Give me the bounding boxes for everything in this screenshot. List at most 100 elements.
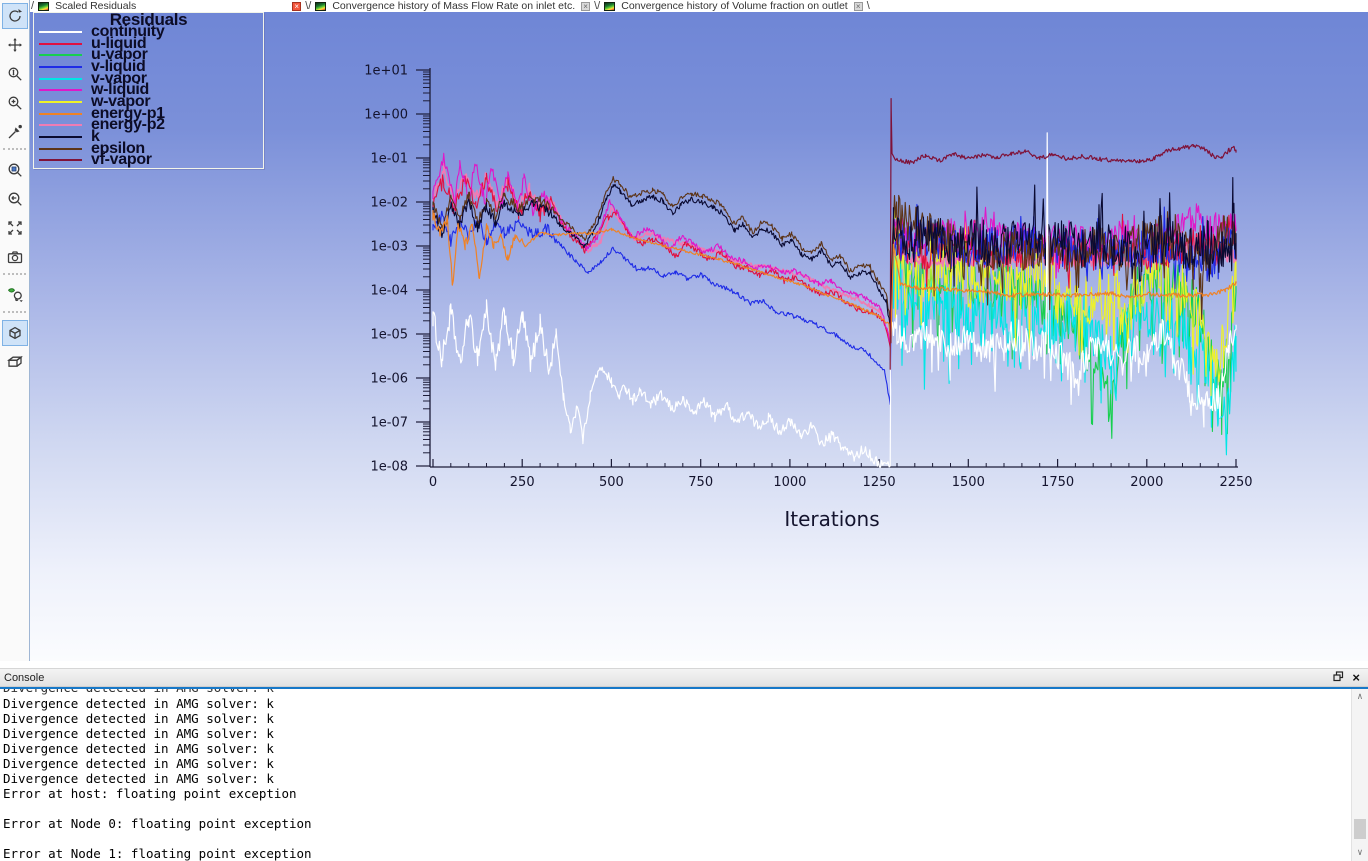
- legend-entry: w-vapor: [34, 92, 263, 110]
- save-picture-button[interactable]: [2, 244, 28, 270]
- legend-entry-label: epsilon: [91, 139, 145, 157]
- zoom-back-button[interactable]: [2, 186, 28, 212]
- console-line: Divergence detected in AMG solver: k: [3, 741, 274, 756]
- residuals-chart: 1e+01 1e+00 1e-01 1e-02 1e-03 1e-04 1e-05 1e-06…: [364, 64, 1252, 532]
- graphics-tabbar: / Scaled Residuals × \/Convergence history …: [30, 0, 1368, 12]
- legend-entry: v-vapor: [34, 69, 263, 87]
- tab-separator: \/: [594, 0, 601, 12]
- svg-text:1e-08: 1e-08: [370, 460, 408, 475]
- console-line: [3, 801, 1368, 816]
- legend-entry-label: v-vapor: [91, 69, 147, 87]
- tab-scaled-residuals[interactable]: Scaled Residuals ×: [35, 0, 304, 12]
- residuals-legend-entries: continuity u-liquid u-vapor v-liquid v-vapor…: [34, 22, 263, 168]
- tab-label: Scaled Residuals: [55, 0, 137, 12]
- svg-text:750: 750: [688, 475, 713, 490]
- tab-volume-fraction-history[interactable]: Convergence history of Volume fraction o…: [601, 0, 865, 12]
- svg-text:1e-05: 1e-05: [370, 328, 408, 343]
- svg-text:Iterations: Iterations: [784, 507, 879, 531]
- legend-line-sample: [39, 65, 82, 68]
- svg-text:1750: 1750: [1041, 475, 1074, 490]
- tab-close-icon[interactable]: ×: [853, 1, 863, 11]
- scrollbar-thumb[interactable]: [1354, 819, 1366, 839]
- svg-text:1e-02: 1e-02: [370, 196, 408, 211]
- legend-entry: energy-p1: [34, 105, 263, 121]
- zoom-in-out-button[interactable]: [2, 61, 28, 87]
- plot-tab-icon: [604, 1, 616, 11]
- plot-tab-icon: [315, 1, 327, 11]
- svg-text:1e+00: 1e+00: [364, 108, 408, 123]
- console-line: Divergence detected in AMG solver: k: [3, 756, 274, 771]
- legend-line-sample: [39, 100, 82, 103]
- console-line: [3, 831, 1368, 846]
- scroll-up-icon[interactable]: ∧: [1357, 692, 1363, 702]
- legend-line-sample: [39, 77, 82, 80]
- tab-mass-flow-rate-history[interactable]: Convergence history of Mass Flow Rate on…: [312, 0, 593, 12]
- console-line: Error at host: floating point exception: [3, 786, 297, 801]
- legend-entry: epsilon: [34, 139, 263, 157]
- console-titlebar: Console ×: [0, 668, 1368, 687]
- toolbar-separator: [3, 273, 26, 279]
- pan-button[interactable]: [2, 32, 28, 58]
- svg-text:1000: 1000: [773, 475, 806, 490]
- legend-entry: v-liquid: [34, 58, 263, 74]
- toolbar-separator: [3, 148, 26, 154]
- legend-entry: vf-vapor: [34, 152, 263, 168]
- console-output: Divergence detected in AMG solver: k Div…: [0, 687, 1368, 861]
- legend-entry-label: w-vapor: [91, 92, 151, 110]
- legend-entry: energy-p2: [34, 116, 263, 134]
- lighting-options-button[interactable]: [2, 282, 28, 308]
- svg-text:1e+01: 1e+01: [364, 64, 408, 79]
- legend-line-sample: [39, 89, 82, 92]
- svg-text:2250: 2250: [1219, 475, 1252, 490]
- console-line: Error at Node 0: floating point exceptio…: [3, 816, 312, 831]
- console-panel: Console × Divergence detected in AMG sol…: [0, 668, 1368, 861]
- console-line: Divergence detected in AMG solver: k: [3, 711, 274, 726]
- legend-line-sample: [39, 124, 82, 127]
- magnify-region-button[interactable]: [2, 157, 28, 183]
- legend-entry: continuity: [34, 22, 263, 40]
- console-line: Error at Node 1: floating point exceptio…: [3, 846, 312, 861]
- close-console-icon[interactable]: ×: [1352, 669, 1360, 685]
- legend-entry-label: w-liquid: [91, 81, 150, 99]
- console-scrollbar[interactable]: ∧ ∨: [1351, 689, 1368, 861]
- plot-tab-icon: [38, 1, 50, 11]
- legend-entry-label: u-liquid: [91, 34, 147, 52]
- legend-title: Residuals: [109, 10, 188, 29]
- legend-line-sample: [39, 30, 82, 33]
- console-line: Divergence detected in AMG solver: k: [3, 726, 274, 741]
- perspective-view-button[interactable]: [1, 320, 28, 346]
- rotate-view-button[interactable]: [1, 3, 28, 29]
- svg-text:0: 0: [429, 475, 437, 490]
- tab-separator: \/: [305, 0, 312, 12]
- svg-text:1e-03: 1e-03: [370, 240, 408, 255]
- legend-line-sample: [39, 42, 82, 45]
- svg-text:1250: 1250: [863, 475, 896, 490]
- legend-line-sample: [39, 136, 82, 139]
- graphics-toolbar: [0, 0, 30, 661]
- zoom-in-button[interactable]: [2, 90, 28, 116]
- toolbar-separator: [3, 311, 26, 317]
- fit-to-window-button[interactable]: [2, 215, 28, 241]
- svg-text:1e-06: 1e-06: [370, 372, 408, 387]
- probe-button[interactable]: [2, 119, 28, 145]
- legend-entry: w-liquid: [34, 81, 263, 99]
- legend-entry: u-vapor: [34, 47, 263, 63]
- tab-close-icon[interactable]: ×: [292, 1, 302, 11]
- svg-text:2000: 2000: [1130, 475, 1163, 490]
- legend-entry-label: energy-p2: [91, 116, 165, 134]
- tab-close-icon[interactable]: ×: [581, 1, 591, 11]
- residuals-legend: Residuals continuity u-liquid u-vapor v-liq…: [33, 10, 264, 169]
- scroll-down-icon[interactable]: ∨: [1357, 848, 1363, 858]
- svg-text:1e-01: 1e-01: [370, 152, 408, 167]
- svg-text:500: 500: [599, 475, 624, 490]
- legend-entry: k: [34, 129, 263, 145]
- console-clipped-line: Divergence detected in AMG solver: k: [3, 689, 1368, 696]
- svg-text:1e-07: 1e-07: [370, 416, 408, 431]
- svg-text:1500: 1500: [952, 475, 985, 490]
- float-panel-icon[interactable]: [1333, 670, 1344, 685]
- console-line: Divergence detected in AMG solver: k: [3, 771, 274, 786]
- orthographic-view-button[interactable]: [2, 349, 28, 375]
- legend-line-sample: [39, 112, 82, 115]
- legend-entry-label: continuity: [91, 22, 165, 40]
- svg-text:250: 250: [510, 475, 535, 490]
